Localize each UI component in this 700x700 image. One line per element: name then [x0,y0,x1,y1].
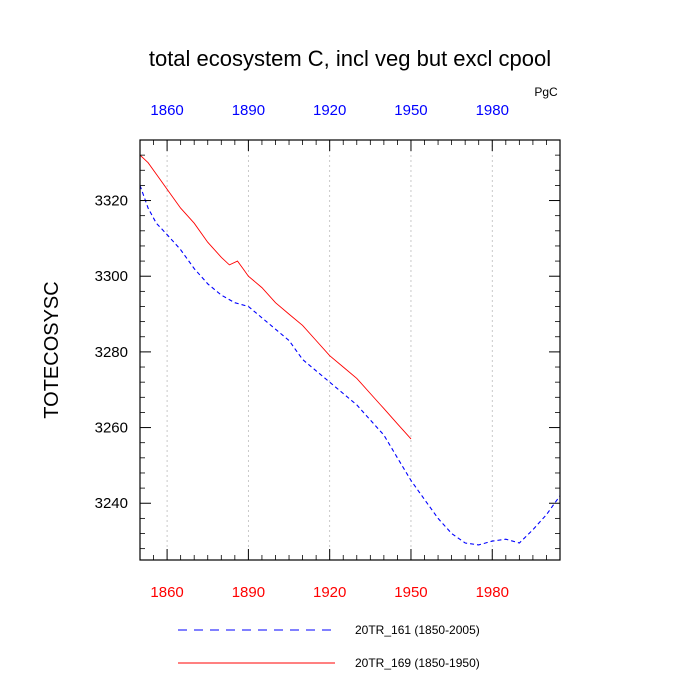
x-tick-label-bottom: 1950 [394,584,427,601]
x-tick-label-top: 1980 [476,102,509,119]
legend: 20TR_161 (1850-2005) 20TR_169 (1850-1950) [178,623,480,670]
x-tick-label-top: 1860 [150,102,183,119]
x-tick-label-bottom: 1920 [313,584,346,601]
y-tick-label: 3240 [95,495,128,512]
series-line-1 [139,185,561,546]
tick-labels: 1860 1860 1890 1890 1920 1920 1950 1950 1980 1980… [95,102,509,601]
x-tick-label-bottom: 1860 [150,584,183,601]
x-tick-label-top: 1950 [394,102,427,119]
series-line-2 [139,154,412,440]
x-tick-label-top: 1890 [232,102,265,119]
x-tick-label-bottom: 1890 [232,584,265,601]
axis-ticks [139,140,561,560]
chart-title: total ecosystem C, incl veg but excl cpo… [149,46,551,71]
gridlines [166,140,493,560]
y-axis-label: TOTECOSYSC [41,281,63,418]
y-tick-label: 3260 [95,420,128,437]
x-tick-label-top: 1920 [313,102,346,119]
y-tick-label: 3320 [95,193,128,210]
legend-label-2: 20TR_169 (1850-1950) [355,656,480,670]
plot-frame [139,139,561,561]
units-label: PgC [534,85,558,99]
y-tick-label: 3300 [95,268,128,285]
series-lines [139,154,561,546]
y-tick-label: 3280 [95,344,128,361]
legend-label-1: 20TR_161 (1850-2005) [355,623,480,637]
x-tick-label-bottom: 1980 [476,584,509,601]
